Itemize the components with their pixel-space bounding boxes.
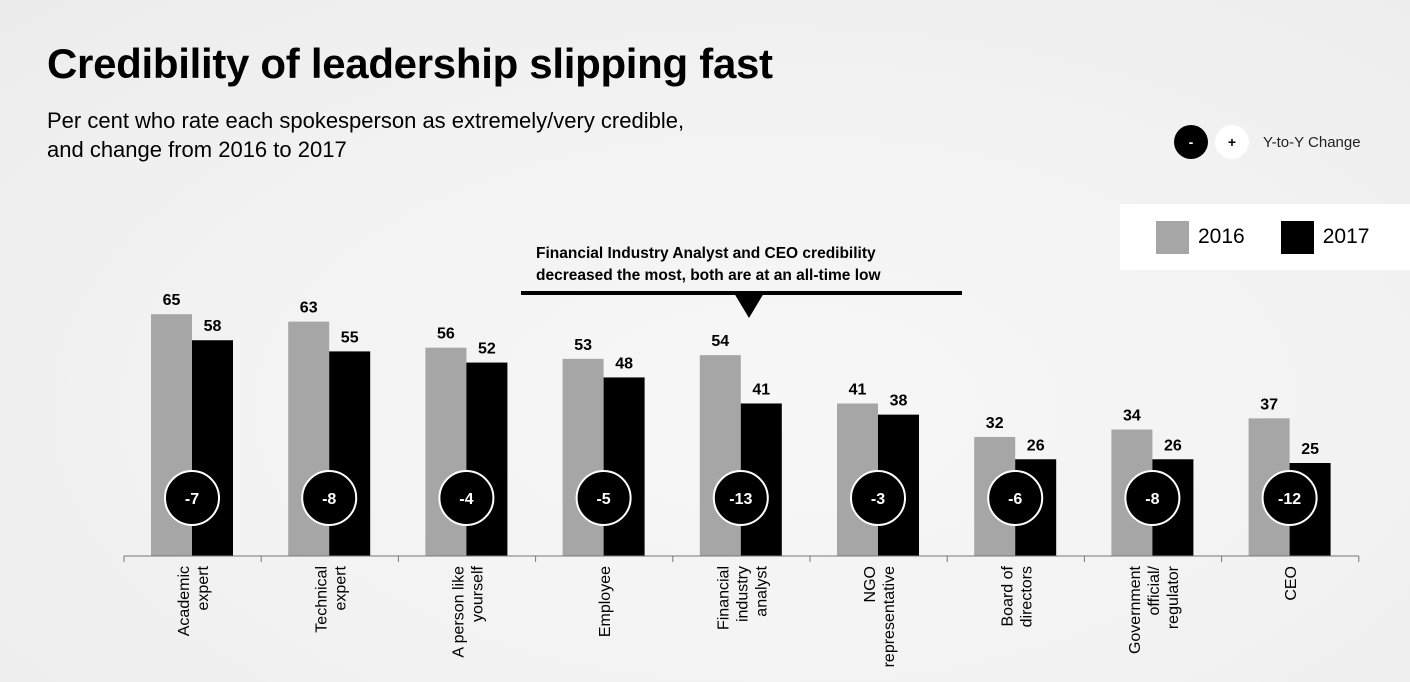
legend: 2016 2017	[1120, 204, 1410, 270]
value-label-2017: 38	[890, 393, 908, 410]
subtitle-line-1: Per cent who rate each spokesperson as e…	[47, 108, 685, 133]
category-label-line: Employee	[597, 566, 614, 637]
value-label-2016: 32	[986, 415, 1004, 432]
change-badge-label: -8	[322, 491, 336, 508]
category-label-line: Board of	[999, 565, 1016, 626]
change-badge	[1124, 470, 1181, 526]
value-label-2016: 54	[711, 333, 729, 350]
category-label-line: directors	[1018, 566, 1035, 627]
category-label-line: industry	[734, 566, 751, 622]
legend-swatch-2016	[1156, 220, 1189, 254]
positive-change-key-dot: +	[1215, 125, 1249, 159]
change-badge	[438, 470, 495, 526]
change-badge	[712, 470, 769, 526]
value-label-2017: 55	[341, 329, 359, 346]
value-label-2016: 37	[1260, 396, 1278, 413]
change-badge-label: -12	[1278, 491, 1301, 508]
category-label-line: Financial	[715, 566, 732, 630]
category-label-line: official/	[1146, 565, 1163, 615]
category-label: A person like yourself	[451, 565, 487, 657]
category-label: NGO representative	[862, 566, 898, 667]
category-label-line: Academic	[176, 566, 193, 636]
change-badge	[575, 470, 632, 526]
change-badge	[1261, 470, 1318, 526]
change-badge	[301, 470, 358, 526]
category-label-line: Technical	[313, 566, 330, 633]
value-label-2017: 41	[752, 381, 770, 398]
value-label-2017: 26	[1027, 437, 1045, 454]
change-badge-label: -5	[596, 491, 610, 508]
change-badge	[164, 470, 220, 526]
legend-label-2016: 2016	[1198, 225, 1245, 248]
value-label-2017: 26	[1164, 437, 1182, 454]
annotation-line-1: Financial Industry Analyst and CEO credi…	[536, 245, 876, 262]
value-label-2017: 25	[1301, 441, 1319, 458]
value-label-2016: 56	[437, 326, 455, 343]
change-badge-label: -8	[1145, 491, 1159, 508]
change-badge-label: -3	[871, 491, 885, 508]
bar-2016	[699, 355, 741, 556]
chart-title: Credibility of leadership slipping fast	[47, 40, 773, 87]
bar-2016	[562, 358, 604, 556]
category-label-line: regulator	[1165, 565, 1182, 629]
change-badge	[987, 470, 1044, 526]
category-label: Financial industry analyst	[715, 565, 770, 630]
change-badge-label: -6	[1008, 491, 1022, 508]
category-label-line: NGO	[862, 566, 879, 602]
bar-2017	[466, 362, 508, 556]
value-label-2016: 65	[163, 292, 181, 309]
category-label-line: expert	[195, 565, 212, 610]
value-label-2017: 58	[204, 318, 222, 335]
annotation: Financial Industry Analyst and CEO credi…	[521, 245, 962, 318]
change-badge-label: -7	[185, 491, 199, 508]
category-label-line: A person like	[451, 566, 468, 658]
negative-change-key-dot: -	[1174, 125, 1208, 159]
value-label-2016: 41	[849, 381, 867, 398]
category-label: Employee	[597, 566, 614, 637]
category-label: Board of directors	[999, 565, 1035, 627]
category-label: CEO	[1283, 566, 1300, 601]
legend-label-2017: 2017	[1322, 225, 1370, 248]
legend-item-2016: 2016	[1156, 220, 1245, 254]
category-label: Academic expert	[176, 565, 212, 636]
change-badge-label: -13	[729, 491, 752, 508]
category-label-line: CEO	[1283, 566, 1300, 601]
bar-2017	[603, 377, 645, 556]
category-label-line: Government	[1127, 565, 1144, 654]
value-label-2017: 52	[478, 341, 496, 358]
category-label-line: representative	[881, 566, 898, 667]
category-label-line: expert	[332, 565, 349, 610]
subtitle-line-2: and change from 2016 to 2017	[47, 137, 347, 162]
category-label-line: analyst	[753, 565, 770, 616]
annotation-line-2: decreased the most, both are at an all-t…	[536, 267, 881, 284]
value-label-2016: 34	[1123, 408, 1141, 425]
legend-item-2017: 2017	[1280, 220, 1370, 254]
change-key: - + Y-to-Y Change	[1174, 124, 1361, 160]
value-label-2016: 63	[300, 300, 318, 317]
category-label-line: yourself	[470, 565, 487, 622]
value-label-2017: 48	[615, 355, 633, 372]
annotation-pointer	[734, 293, 764, 318]
legend-swatch-2017	[1280, 220, 1314, 254]
change-key-label: Y-to-Y Change	[1263, 133, 1361, 151]
value-label-2016: 53	[574, 337, 592, 354]
category-label: Government official/regulator	[1127, 565, 1182, 654]
change-badge-label: -4	[459, 491, 473, 508]
chart-subtitle: Per cent who rate each spokesperson as e…	[47, 106, 807, 164]
category-label: Technical expert	[313, 565, 349, 632]
change-badge	[850, 470, 906, 526]
